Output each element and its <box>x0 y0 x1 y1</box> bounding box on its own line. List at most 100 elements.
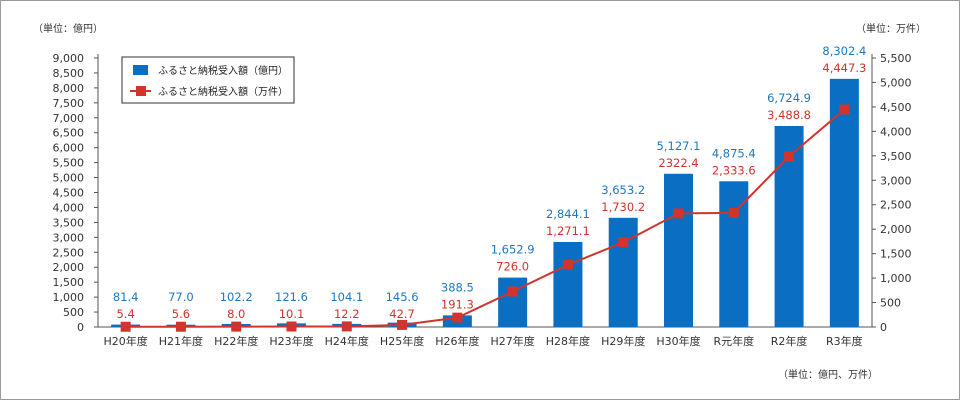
left-tick-label: 8,000 <box>53 82 85 95</box>
line-value-label: 12.2 <box>334 307 360 321</box>
x-tick-label: H29年度 <box>601 334 645 348</box>
left-tick-label: 6,000 <box>53 142 85 155</box>
left-tick-label: 0 <box>77 321 84 334</box>
bar-value-label: 81.4 <box>113 290 139 304</box>
right-tick-label: 4,000 <box>880 125 912 138</box>
bar <box>664 173 693 327</box>
left-tick-label: 5,500 <box>53 157 85 170</box>
bar-value-label: 2,844.1 <box>546 207 590 221</box>
line-marker <box>784 151 795 162</box>
right-tick-label: 500 <box>880 297 901 310</box>
line-marker <box>562 259 573 270</box>
legend-line-marker <box>136 86 146 96</box>
line-value-label: 42.7 <box>389 307 415 321</box>
bar-value-label: 6,724.9 <box>767 91 811 105</box>
line-marker <box>673 208 684 219</box>
right-tick-label: 1,500 <box>880 248 912 261</box>
bar-value-label: 1,652.9 <box>491 243 535 257</box>
line-marker <box>507 286 518 297</box>
legend-bar-swatch <box>133 65 148 75</box>
bar-value-label: 5,127.1 <box>657 139 701 153</box>
line-value-label: 10.1 <box>279 307 305 321</box>
x-tick-label: H23年度 <box>269 334 313 348</box>
bar <box>553 241 583 327</box>
x-tick-label: H22年度 <box>214 334 258 348</box>
bar <box>498 277 528 327</box>
left-tick-label: 2,500 <box>53 246 85 259</box>
line-marker <box>120 321 131 332</box>
left-tick-label: 3,500 <box>53 216 85 229</box>
line-value-label: 1,271.1 <box>546 224 590 238</box>
left-tick-label: 7,500 <box>53 97 85 110</box>
bar-value-label: 77.0 <box>168 290 194 304</box>
bar-value-label: 145.6 <box>386 290 419 304</box>
line-value-label: 2,333.6 <box>712 163 756 177</box>
bottom-unit-note: （単位：億円、万件） <box>778 370 878 381</box>
right-tick-label: 0 <box>880 321 887 334</box>
right-tick-label: 1,000 <box>880 272 912 285</box>
line-marker <box>728 207 739 218</box>
x-tick-label: R元年度 <box>713 334 754 348</box>
left-tick-label: 2,000 <box>53 261 85 274</box>
x-tick-label: R2年度 <box>771 334 808 348</box>
x-tick-label: H26年度 <box>435 334 479 348</box>
bar-value-label: 121.6 <box>275 290 308 304</box>
line-value-label: 2322.4 <box>658 156 698 170</box>
line-marker <box>839 104 850 115</box>
x-tick-label: H30年度 <box>656 334 700 348</box>
right-axis-unit: （単位：万件） <box>856 24 926 35</box>
left-tick-label: 8,500 <box>53 67 85 80</box>
x-tick-label: H25年度 <box>380 334 424 348</box>
left-tick-label: 4,500 <box>53 187 85 200</box>
left-tick-label: 500 <box>63 306 84 319</box>
bar <box>829 78 859 327</box>
line-marker <box>286 321 297 332</box>
bar-value-label: 104.1 <box>330 290 363 304</box>
bar-value-label: 102.2 <box>220 290 253 304</box>
line-value-label: 3,488.8 <box>767 108 811 122</box>
x-tick-label: H27年度 <box>491 334 535 348</box>
line-value-label: 5.6 <box>172 307 190 321</box>
legend-box <box>121 56 295 104</box>
left-tick-label: 5,000 <box>53 172 85 185</box>
line-marker <box>231 321 242 332</box>
right-tick-label: 5,500 <box>880 52 912 65</box>
bar-value-label: 388.5 <box>441 280 474 294</box>
line-marker <box>452 312 463 323</box>
left-axis-unit: （単位：億円） <box>33 24 103 35</box>
right-tick-label: 3,000 <box>880 174 912 187</box>
line-value-label: 4,447.3 <box>822 61 866 75</box>
line-value-label: 8.0 <box>227 307 245 321</box>
left-tick-label: 6,500 <box>53 127 85 140</box>
legend-bar-label: ふるさと納税受入額（億円） <box>158 64 288 77</box>
right-tick-label: 2,000 <box>880 223 912 236</box>
left-tick-label: 9,000 <box>53 52 85 65</box>
right-tick-label: 4,500 <box>880 101 912 114</box>
line-value-label: 5.4 <box>116 307 134 321</box>
right-tick-label: 5,000 <box>880 76 912 89</box>
line-marker <box>341 321 352 332</box>
left-tick-label: 1,500 <box>53 276 85 289</box>
bar <box>719 181 749 327</box>
left-tick-label: 3,000 <box>53 231 85 244</box>
line-marker <box>618 237 629 248</box>
x-tick-label: R3年度 <box>826 334 863 348</box>
bar-value-label: 4,875.4 <box>712 146 756 160</box>
bar-value-label: 8,302.4 <box>822 44 866 58</box>
x-tick-label: H21年度 <box>159 334 203 348</box>
line-series <box>125 108 846 328</box>
line-marker <box>397 319 408 330</box>
left-tick-label: 1,000 <box>53 291 85 304</box>
right-tick-label: 3,500 <box>880 150 912 163</box>
x-tick-label: H20年度 <box>104 334 148 348</box>
legend-line-label: ふるさと納税受入額（万件） <box>158 85 288 98</box>
line-value-label: 1,730.2 <box>601 200 645 214</box>
left-tick-label: 4,000 <box>53 201 85 214</box>
right-tick-label: 2,500 <box>880 199 912 212</box>
bar <box>608 217 638 327</box>
line-marker <box>175 321 186 332</box>
x-tick-label: H24年度 <box>325 334 369 348</box>
line-value-label: 191.3 <box>441 297 474 311</box>
line-value-label: 726.0 <box>496 260 529 274</box>
